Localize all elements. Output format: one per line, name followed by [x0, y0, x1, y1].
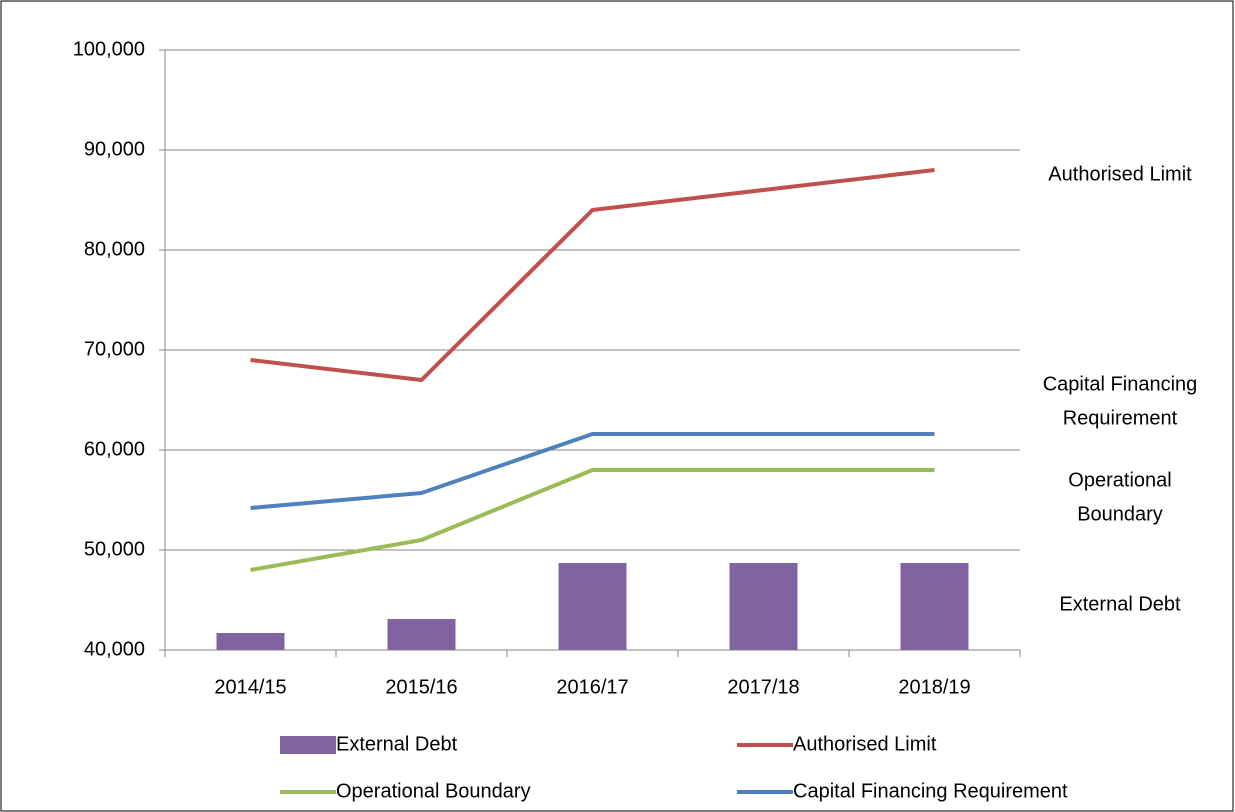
annotation: Operational — [1068, 469, 1171, 491]
annotation: Authorised Limit — [1048, 163, 1192, 185]
line-series — [250, 168, 935, 382]
x-tick-label: 2014/15 — [214, 676, 286, 698]
bar — [216, 633, 285, 650]
legend-label: Operational Boundary — [336, 780, 531, 802]
x-tick-label: 2017/18 — [727, 676, 799, 698]
y-tick-label: 50,000 — [84, 538, 145, 560]
annotation: Requirement — [1063, 407, 1178, 429]
line-series — [250, 432, 935, 510]
y-tick-label: 90,000 — [84, 138, 145, 160]
legend-swatch — [280, 736, 336, 754]
x-tick-label: 2018/19 — [898, 676, 970, 698]
bar — [387, 619, 456, 650]
bar — [558, 563, 627, 650]
x-tick-label: 2015/16 — [385, 676, 457, 698]
legend-label: Authorised Limit — [793, 733, 937, 755]
y-tick-label: 100,000 — [73, 38, 145, 60]
line-series — [250, 468, 935, 572]
annotation: External Debt — [1059, 593, 1181, 615]
legend-label: Capital Financing Requirement — [793, 780, 1068, 802]
bar — [729, 563, 798, 650]
y-tick-label: 80,000 — [84, 238, 145, 260]
annotation: Boundary — [1077, 503, 1163, 525]
bar — [900, 563, 969, 650]
annotation: Capital Financing — [1043, 373, 1198, 395]
y-tick-label: 70,000 — [84, 338, 145, 360]
legend-label: External Debt — [336, 733, 458, 755]
x-tick-label: 2016/17 — [556, 676, 628, 698]
y-tick-label: 40,000 — [84, 638, 145, 660]
y-tick-label: 60,000 — [84, 438, 145, 460]
